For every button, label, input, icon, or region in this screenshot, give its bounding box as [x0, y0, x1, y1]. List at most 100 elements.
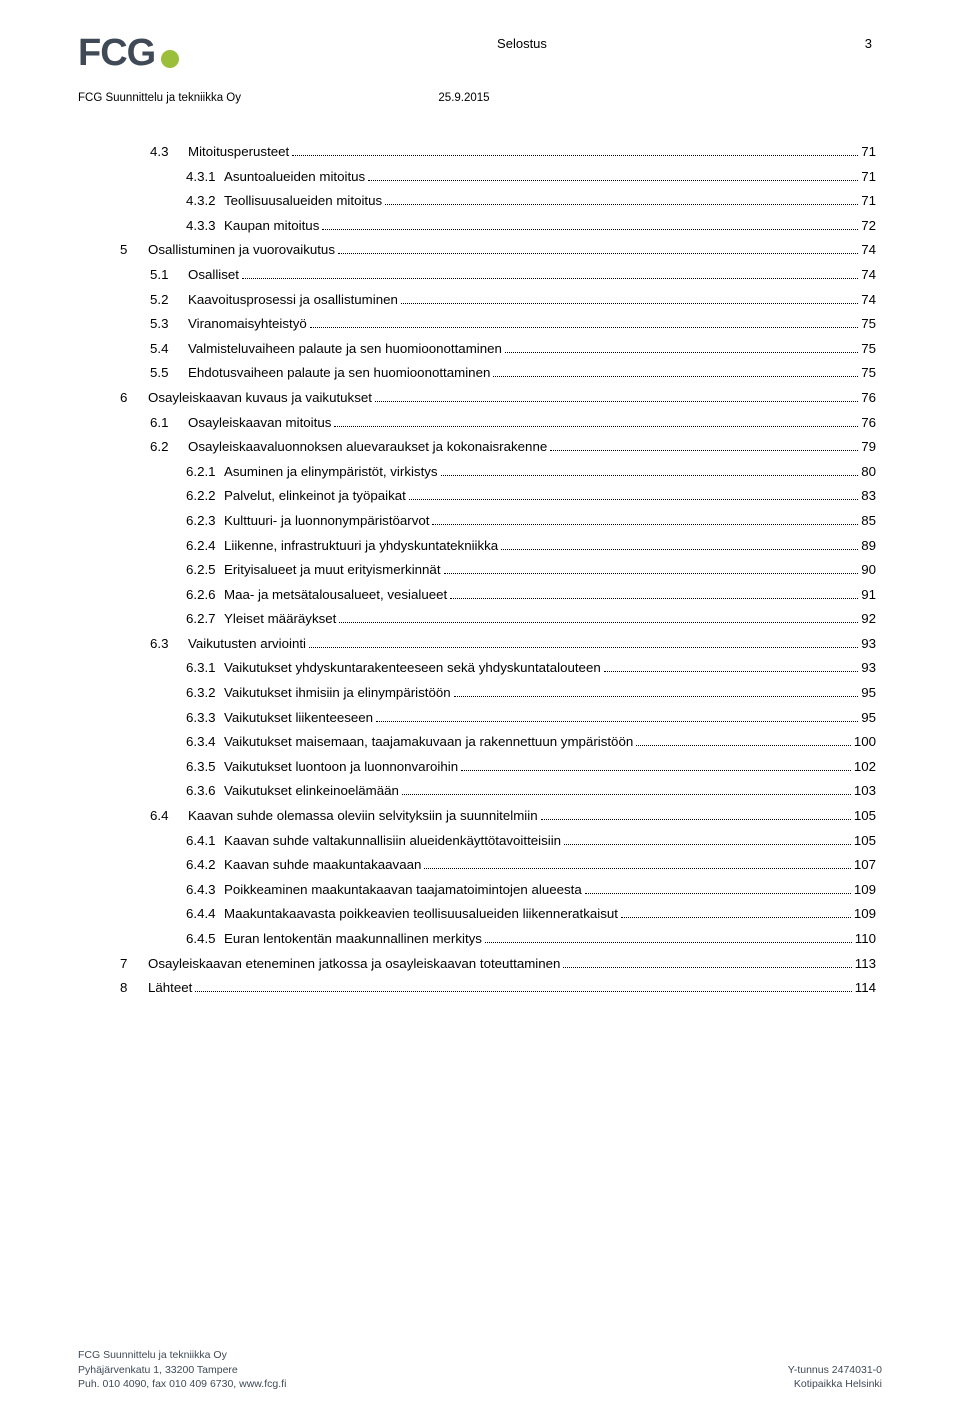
toc-leader-dots — [424, 868, 850, 869]
toc-label: Vaikutukset ihmisiin ja elinympäristöön — [224, 685, 451, 700]
toc-label: Valmisteluvaiheen palaute ja sen huomioo… — [188, 341, 502, 356]
toc-entry: 4.3.3Kaupan mitoitus72 — [120, 218, 876, 233]
toc-label: Osalliset — [188, 267, 239, 282]
toc-number: 6.3.3 — [186, 710, 224, 725]
toc-page: 113 — [855, 956, 876, 971]
toc-number: 6.3 — [150, 636, 188, 651]
toc-label: Viranomaisyhteistyö — [188, 316, 307, 331]
toc-page: 100 — [854, 734, 876, 749]
table-of-contents: 4.3Mitoitusperusteet714.3.1Asuntoalueide… — [78, 144, 882, 995]
toc-entry: 6.2.2Palvelut, elinkeinot ja työpaikat83 — [120, 488, 876, 503]
toc-page: 107 — [854, 857, 876, 872]
toc-page: 75 — [861, 316, 876, 331]
toc-leader-dots — [450, 598, 858, 599]
toc-label: Vaikutukset luontoon ja luonnonvaroihin — [224, 759, 458, 774]
toc-entry: 5.3Viranomaisyhteistyö 75 — [120, 316, 876, 331]
toc-leader-dots — [292, 155, 858, 156]
toc-entry: 6.3.3Vaikutukset liikenteeseen95 — [120, 710, 876, 725]
toc-leader-dots — [402, 794, 851, 795]
toc-leader-dots — [385, 204, 858, 205]
toc-leader-dots — [563, 967, 851, 968]
toc-entry: 5.2Kaavoitusprosessi ja osallistuminen74 — [120, 292, 876, 307]
toc-entry: 6.2.5Erityisalueet ja muut erityismerkin… — [120, 562, 876, 577]
toc-page: 114 — [855, 980, 876, 995]
toc-leader-dots — [339, 622, 858, 623]
toc-number: 5.3 — [150, 316, 188, 331]
toc-page: 74 — [861, 292, 876, 307]
toc-entry: 6.2.1Asuminen ja elinympäristöt, virkist… — [120, 464, 876, 479]
toc-label: Asuntoalueiden mitoitus — [224, 169, 365, 184]
toc-page: 102 — [854, 759, 876, 774]
toc-label: Osayleiskaavaluonnoksen aluevaraukset ja… — [188, 439, 547, 454]
toc-label: Ehdotusvaiheen palaute ja sen huomioonot… — [188, 365, 490, 380]
toc-page: 79 — [861, 439, 876, 454]
toc-leader-dots — [636, 745, 851, 746]
toc-entry: 6Osayleiskaavan kuvaus ja vaikutukset76 — [120, 390, 876, 405]
toc-leader-dots — [505, 352, 858, 353]
toc-entry: 6.4.5Euran lentokentän maakunnallinen me… — [120, 931, 876, 946]
page-header: FCG Selostus 3 — [78, 34, 882, 72]
toc-number: 6.3.2 — [186, 685, 224, 700]
toc-label: Osayleiskaavan mitoitus — [188, 415, 331, 430]
toc-leader-dots — [242, 278, 858, 279]
toc-number: 6.3.5 — [186, 759, 224, 774]
toc-entry: 5.5Ehdotusvaiheen palaute ja sen huomioo… — [120, 365, 876, 380]
footer-kotipaikka: Kotipaikka Helsinki — [788, 1377, 882, 1391]
toc-label: Kaavan suhde valtakunnallisiin alueidenk… — [224, 833, 561, 848]
toc-leader-dots — [604, 671, 858, 672]
toc-page: 74 — [861, 242, 876, 257]
toc-page: 103 — [854, 783, 876, 798]
toc-entry: 7Osayleiskaavan eteneminen jatkossa ja o… — [120, 956, 876, 971]
toc-leader-dots — [409, 499, 858, 500]
footer-left: FCG Suunnittelu ja tekniikka Oy Pyhäjärv… — [78, 1348, 286, 1391]
header-title: Selostus — [497, 34, 547, 51]
toc-label: Maakuntakaavasta poikkeavien teollisuusa… — [224, 906, 618, 921]
toc-label: Maa- ja metsätalousalueet, vesialueet — [224, 587, 447, 602]
toc-entry: 6.2.7Yleiset määräykset92 — [120, 611, 876, 626]
company-name: FCG Suunnittelu ja tekniikka Oy — [78, 92, 241, 104]
toc-leader-dots — [485, 942, 852, 943]
toc-entry: 8Lähteet114 — [120, 980, 876, 995]
toc-leader-dots — [441, 475, 859, 476]
toc-entry: 4.3.1Asuntoalueiden mitoitus71 — [120, 169, 876, 184]
toc-page: 83 — [861, 488, 876, 503]
toc-number: 6.3.4 — [186, 734, 224, 749]
toc-label: Vaikutusten arviointi — [188, 636, 306, 651]
toc-leader-dots — [564, 844, 851, 845]
toc-number: 5.5 — [150, 365, 188, 380]
toc-leader-dots — [461, 770, 851, 771]
toc-page: 92 — [861, 611, 876, 626]
toc-number: 6.4.5 — [186, 931, 224, 946]
toc-entry: 4.3.2Teollisuusalueiden mitoitus71 — [120, 193, 876, 208]
toc-leader-dots — [541, 819, 851, 820]
toc-entry: 6.2.6Maa- ja metsätalousalueet, vesialue… — [120, 587, 876, 602]
toc-number: 5.1 — [150, 267, 188, 282]
toc-number: 6.4 — [150, 808, 188, 823]
footer-right: Y-tunnus 2474031-0 Kotipaikka Helsinki — [788, 1348, 882, 1391]
toc-label: Erityisalueet ja muut erityismerkinnät — [224, 562, 441, 577]
toc-leader-dots — [501, 549, 858, 550]
toc-leader-dots — [375, 401, 858, 402]
toc-page: 71 — [861, 144, 876, 159]
toc-leader-dots — [309, 647, 858, 648]
toc-leader-dots — [338, 253, 858, 254]
footer-ytunnus: Y-tunnus 2474031-0 — [788, 1363, 882, 1377]
toc-page: 80 — [861, 464, 876, 479]
toc-leader-dots — [493, 376, 858, 377]
toc-number: 4.3.2 — [186, 193, 224, 208]
toc-entry: 6.4Kaavan suhde olemassa oleviin selvity… — [120, 808, 876, 823]
toc-leader-dots — [310, 327, 858, 328]
toc-page: 71 — [861, 193, 876, 208]
fcg-logo: FCG — [78, 34, 179, 72]
toc-number: 6.2.3 — [186, 513, 224, 528]
toc-label: Kaupan mitoitus — [224, 218, 319, 233]
toc-number: 6.3.6 — [186, 783, 224, 798]
page-number: 3 — [865, 34, 882, 51]
toc-leader-dots — [195, 991, 851, 992]
toc-page: 109 — [854, 906, 876, 921]
toc-label: Vaikutukset maisemaan, taajamakuvaan ja … — [224, 734, 633, 749]
toc-page: 74 — [861, 267, 876, 282]
toc-label: Vaikutukset yhdyskuntarakenteeseen sekä … — [224, 660, 601, 675]
toc-label: Asuminen ja elinympäristöt, virkistys — [224, 464, 438, 479]
toc-number: 5.4 — [150, 341, 188, 356]
